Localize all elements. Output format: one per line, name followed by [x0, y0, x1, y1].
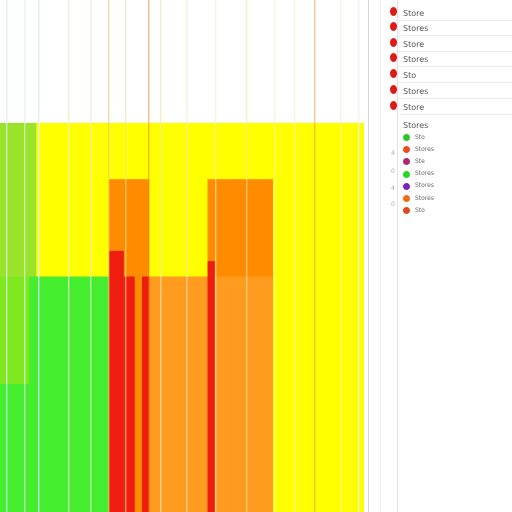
legend-entry[interactable]: Stores [403, 194, 434, 203]
legend-entry[interactable]: Sto [403, 133, 425, 142]
legend-entry[interactable]: Stores [403, 170, 434, 179]
streak-line-10 [215, 0, 217, 512]
chart-divider [368, 0, 369, 512]
sidebar-bullet-icon [390, 85, 397, 94]
legend-tick-label: 0 [391, 168, 395, 175]
legend-entry-label: Stores [415, 182, 434, 190]
legend-entry-label: Stores [415, 170, 434, 178]
bar-5-0 [142, 276, 208, 512]
sidebar-item-divider [399, 51, 512, 52]
sidebar-item-divider [399, 66, 512, 67]
chart-plot [0, 0, 364, 512]
streak-line-2 [38, 0, 40, 512]
legend-swatch-icon [403, 207, 410, 215]
legend-entry-label: Sto [415, 133, 425, 141]
sidebar-bullet-icon [390, 53, 397, 62]
legend-entry-label: Stores [415, 194, 434, 202]
legend-entry-label: Sto [415, 206, 425, 214]
sidebar-bullet-icon [390, 7, 397, 16]
legend-swatch-icon [403, 195, 410, 202]
streak-line-9 [186, 0, 188, 512]
streak-line-16 [358, 0, 360, 512]
sidebar-item-0[interactable]: Store [403, 9, 425, 18]
legend-entry[interactable]: Stores [403, 182, 434, 191]
streak-line-12 [274, 0, 276, 512]
streak-line-13 [294, 0, 296, 512]
legend-entry[interactable]: Ste [403, 157, 425, 166]
sidebar-item-3[interactable]: Stores [403, 55, 429, 64]
legend-title: Stores [403, 121, 429, 130]
streak-line-4 [90, 0, 92, 512]
legend-swatch-icon [403, 158, 410, 166]
sidebar-gutter-line [380, 0, 381, 512]
bar-6-1 [123, 276, 135, 512]
legend-tick-label: 0 [391, 201, 395, 208]
legend-swatch-icon [403, 170, 410, 178]
legend-swatch-icon [403, 146, 410, 154]
sidebar-item-divider [399, 35, 512, 36]
bar-5-1 [207, 276, 273, 512]
legend-entry-label: Stores [415, 145, 434, 153]
legend-swatch-icon [403, 134, 410, 141]
sidebar-item-divider [399, 98, 512, 99]
sidebar-item-divider [399, 114, 512, 115]
sidebar-item-1[interactable]: Stores [403, 24, 429, 33]
sidebar-item-divider [399, 82, 512, 83]
streak-line-11 [246, 0, 248, 512]
sidebar-bullet-icon [390, 22, 397, 31]
sidebar-divider [397, 0, 398, 512]
sidebar-item-4[interactable]: Sto [403, 71, 417, 80]
legend-swatch-icon [403, 182, 410, 190]
sidebar-bullet-icon [390, 69, 397, 78]
legend-entry[interactable]: Sto [403, 206, 425, 215]
sidebar-item-divider [399, 20, 512, 21]
bar-6-0 [109, 250, 124, 512]
sidebar-bullet-icon [390, 38, 397, 47]
sidebar-item-6[interactable]: Store [403, 103, 425, 112]
streak-line-14 [314, 0, 316, 512]
legend-tick-label: 4 [391, 150, 395, 157]
sidebar-item-2[interactable]: Store [403, 40, 425, 49]
streak-line-6 [125, 0, 127, 512]
streak-line-15 [340, 0, 342, 512]
streak-line-5 [108, 0, 110, 512]
streak-line-7 [148, 0, 150, 512]
legend-tick-label: 4 [391, 185, 395, 192]
streak-line-3 [68, 0, 70, 512]
sidebar-bullet-icon [390, 101, 397, 110]
bar-6-3 [207, 261, 215, 512]
sidebar-item-5[interactable]: Stores [403, 87, 429, 96]
streak-line-0 [6, 0, 8, 512]
bar-6-2 [142, 276, 150, 512]
legend-entry[interactable]: Stores [403, 145, 434, 154]
legend-entry-label: Ste [415, 157, 425, 165]
streak-line-8 [160, 0, 162, 512]
streak-line-1 [24, 0, 26, 512]
